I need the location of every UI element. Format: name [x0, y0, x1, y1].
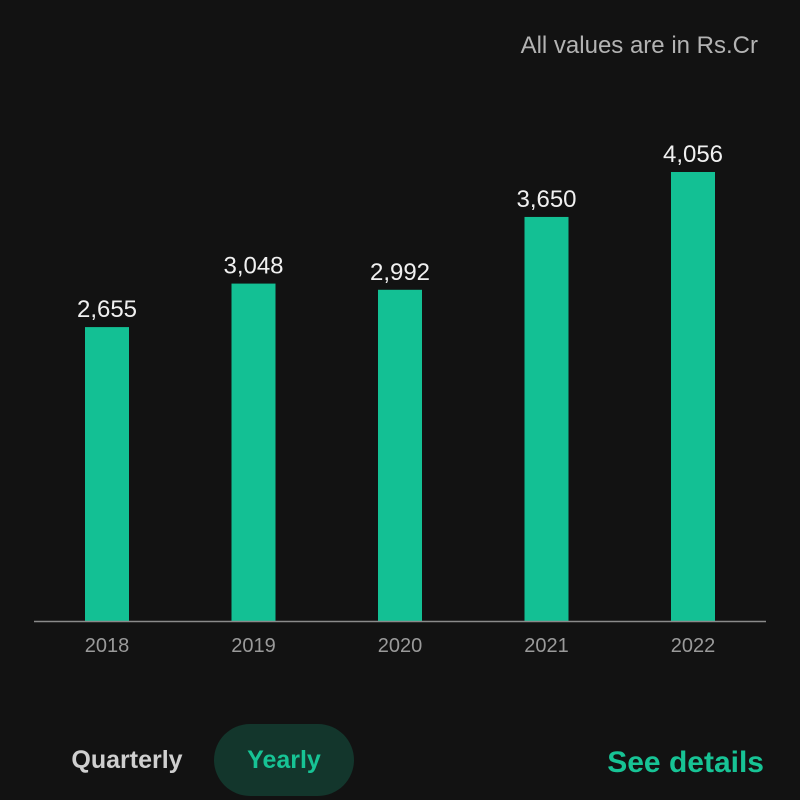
- bar-2019: [231, 283, 276, 621]
- unit-note: All values are in Rs.Cr: [520, 32, 758, 59]
- bar-2022: [671, 172, 715, 621]
- bar-2020: [378, 289, 422, 621]
- x-tick-label-2020: 2020: [378, 635, 423, 657]
- quarterly-tab[interactable]: Quarterly: [71, 745, 183, 774]
- value-label-2020: 2,992: [370, 259, 430, 286]
- x-tick-label-2022: 2022: [671, 635, 716, 657]
- x-tick-label-2019: 2019: [231, 635, 276, 657]
- value-label-2022: 4,056: [663, 141, 723, 168]
- value-label-2021: 3,650: [516, 186, 576, 213]
- x-tick-label-2018: 2018: [85, 635, 130, 657]
- see-details-link[interactable]: See details: [607, 746, 764, 779]
- bar-2018: [85, 327, 129, 621]
- value-label-2018: 2,655: [77, 296, 137, 323]
- x-tick-label-2021: 2021: [524, 635, 569, 657]
- value-label-2019: 3,048: [223, 253, 283, 280]
- bar-chart: 2,655 2018 3,048 2019 2,992 2020 3,650 2021 4,05…: [34, 141, 766, 657]
- period-toggle: Quarterly Yearly: [44, 724, 354, 796]
- bar-2021: [524, 216, 569, 621]
- yearly-tab[interactable]: Yearly: [214, 724, 354, 796]
